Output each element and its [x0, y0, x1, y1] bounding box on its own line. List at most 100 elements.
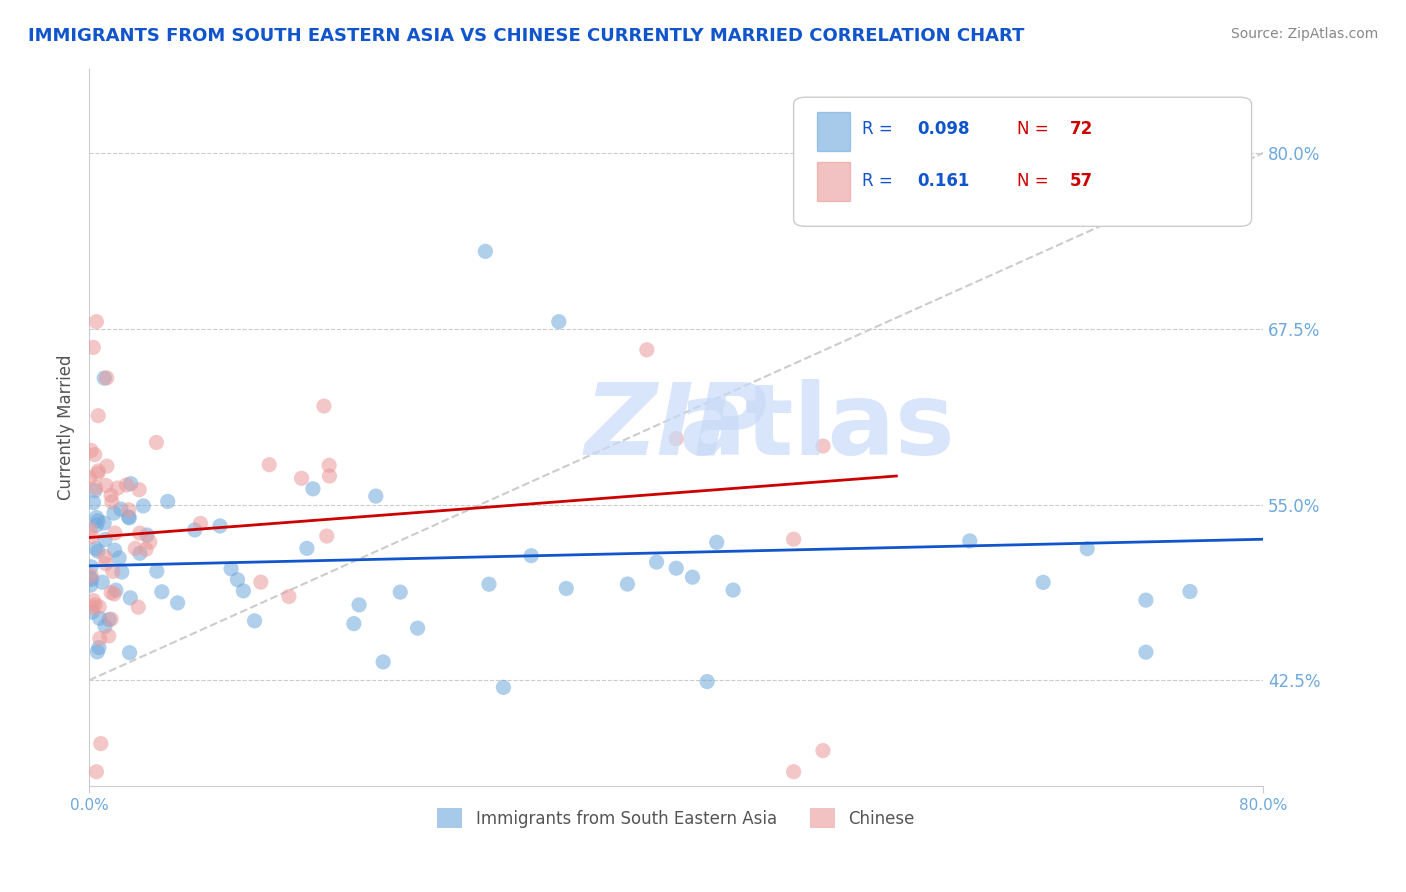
Point [146, 564, 169, 578]
Point [343, 616, 366, 631]
Point [115, 478, 138, 492]
Point [86, 764, 108, 779]
Point [93, 516, 115, 530]
Point [100, 585, 122, 599]
Point [811, 439, 834, 453]
Point [87, 544, 110, 558]
Point [97, 629, 120, 643]
Point [478, 577, 501, 591]
Point [1076, 541, 1098, 556]
Point [101, 495, 124, 509]
Point [103, 587, 125, 601]
Point [145, 435, 167, 450]
Point [226, 573, 249, 587]
Point [184, 523, 207, 537]
Point [86, 315, 108, 329]
Point [86, 467, 108, 481]
Point [492, 681, 515, 695]
Point [373, 655, 395, 669]
Point [389, 585, 412, 599]
Point [79, 578, 101, 592]
Point [79, 571, 101, 585]
Point [318, 469, 340, 483]
Point [103, 506, 125, 520]
Point [100, 488, 122, 502]
Point [98, 613, 121, 627]
Point [811, 744, 834, 758]
Point [166, 596, 188, 610]
Point [83, 483, 105, 498]
Legend: Immigrants from South Eastern Asia, Chinese: Immigrants from South Eastern Asia, Chin… [430, 801, 921, 835]
Point [156, 494, 179, 508]
Point [150, 584, 173, 599]
Point [1135, 593, 1157, 607]
Text: N =: N = [1017, 172, 1053, 190]
Point [219, 562, 242, 576]
Point [959, 533, 981, 548]
Point [128, 483, 150, 497]
Point [117, 510, 139, 524]
Point [89, 611, 111, 625]
Point [94, 478, 117, 492]
Text: 57: 57 [1070, 172, 1092, 190]
Text: ZIP: ZIP [585, 378, 768, 475]
Point [84, 598, 107, 612]
Point [312, 399, 335, 413]
Point [118, 646, 141, 660]
FancyBboxPatch shape [793, 97, 1251, 227]
Point [124, 541, 146, 556]
Point [315, 529, 337, 543]
Point [82, 340, 104, 354]
Point [87, 409, 110, 423]
Point [87, 464, 110, 478]
Point [318, 458, 340, 473]
Point [547, 315, 569, 329]
Point [104, 543, 127, 558]
Point [132, 499, 155, 513]
Point [91, 575, 114, 590]
Point [243, 614, 266, 628]
Point [82, 600, 104, 615]
Point [96, 459, 118, 474]
Point [104, 526, 127, 541]
Point [86, 645, 108, 659]
Point [1135, 645, 1157, 659]
Point [250, 575, 273, 590]
Point [127, 600, 149, 615]
Point [1032, 575, 1054, 590]
Point [80, 443, 103, 458]
Point [84, 541, 107, 556]
Point [190, 516, 212, 531]
Point [706, 535, 728, 549]
Point [128, 526, 150, 541]
Point [295, 541, 318, 556]
Point [108, 550, 131, 565]
Point [89, 599, 111, 614]
Point [83, 495, 105, 509]
Point [364, 489, 387, 503]
Point [636, 343, 658, 357]
Point [520, 549, 543, 563]
Point [86, 510, 108, 524]
Point [128, 546, 150, 560]
Point [406, 621, 429, 635]
Point [80, 605, 103, 619]
Text: R =: R = [862, 120, 898, 138]
Point [94, 533, 117, 547]
Point [616, 577, 638, 591]
Text: atlas: atlas [679, 378, 956, 475]
Point [96, 371, 118, 385]
Point [94, 619, 117, 633]
Point [302, 482, 325, 496]
Point [257, 458, 280, 472]
Point [84, 481, 107, 495]
Point [232, 583, 254, 598]
Bar [817, 161, 851, 202]
Point [110, 502, 132, 516]
Text: 72: 72 [1070, 120, 1092, 138]
Point [80, 573, 103, 587]
Text: 0.161: 0.161 [917, 172, 969, 190]
Point [139, 535, 162, 549]
Point [120, 591, 142, 605]
Point [208, 519, 231, 533]
